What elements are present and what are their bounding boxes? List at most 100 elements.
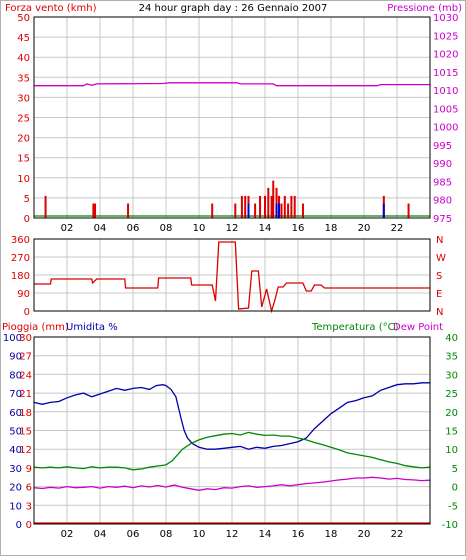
pressure-y-tick-label: 1005 xyxy=(433,104,458,115)
wind-bar xyxy=(259,195,262,218)
wind-axis-title: Forza vento (kmh) xyxy=(5,3,97,14)
wind-bar xyxy=(244,195,247,218)
wind-bar xyxy=(290,195,293,218)
temperature-y-tick-label: 40 xyxy=(445,333,458,344)
humidity-y-tick-label: 60 xyxy=(9,408,22,419)
pressure-y-tick-label: 1020 xyxy=(433,50,458,61)
rain-y-tick-label: 30 xyxy=(19,333,32,344)
humidity-line xyxy=(33,382,430,450)
climate-panel-frame xyxy=(33,336,431,525)
pressure-y-tick-label: 1025 xyxy=(433,31,458,42)
wind-bar xyxy=(275,187,278,218)
wind-bar xyxy=(287,203,290,218)
pressure-axis-title: Pressione (mb) xyxy=(387,3,462,14)
pressure-y-tick-label: 995 xyxy=(433,141,452,152)
pressure-y-tick-label: 1000 xyxy=(433,123,458,134)
direction-y-tick-label: 360 xyxy=(11,235,30,246)
wind-panel-frame xyxy=(33,16,431,219)
rain-axis-title: Pioggia (mm) xyxy=(2,322,69,333)
climate-panel-x-tick-label: 20 xyxy=(358,529,371,540)
direction-y-tick-label: 270 xyxy=(11,253,30,264)
direction-compass-label: S xyxy=(436,271,442,282)
humidity-y-tick-label: 30 xyxy=(9,464,22,475)
climate-panel-x-tick-label: 16 xyxy=(292,529,305,540)
temperature-y-tick-label: -10 xyxy=(442,520,458,531)
rain-y-tick-label: 12 xyxy=(19,445,32,456)
wind-panel-x-tick-label: 18 xyxy=(325,223,338,234)
temperature-axis-title: Temperatura (°C) xyxy=(311,322,399,333)
climate-panel-x-tick-label: 06 xyxy=(127,529,140,540)
wind-panel-x-tick-label: 06 xyxy=(127,223,140,234)
gust-bar xyxy=(278,203,281,218)
temperature-y-tick-label: 5 xyxy=(452,464,458,475)
wind-bar xyxy=(211,203,214,218)
wind-bar xyxy=(254,203,257,218)
rain-y-tick-label: 15 xyxy=(19,427,32,438)
wind-y-tick-label: 15 xyxy=(17,154,30,165)
climate-panel-x-tick-label: 02 xyxy=(61,529,74,540)
humidity-y-tick-label: 10 xyxy=(9,501,22,512)
wind-bar xyxy=(293,195,296,218)
temperature-line xyxy=(33,431,431,471)
pressure-line xyxy=(34,82,430,87)
rain-y-tick-label: 27 xyxy=(19,352,32,363)
temperature-y-tick-label: 10 xyxy=(445,445,458,456)
gust-bar xyxy=(382,203,385,218)
chart-title: 24 hour graph day : 26 Gennaio 2007 xyxy=(139,3,328,14)
wind-y-tick-label: 10 xyxy=(17,174,30,185)
wind-bar xyxy=(407,203,410,218)
climate-panel-x-tick-label: 08 xyxy=(160,529,173,540)
dewpoint-line xyxy=(33,476,431,491)
wind-bar xyxy=(127,203,130,218)
direction-compass-label: N xyxy=(436,307,443,318)
temperature-y-tick-label: 30 xyxy=(445,370,458,381)
wind-bar xyxy=(270,195,273,218)
wind-panel-x-tick-label: 10 xyxy=(193,223,206,234)
humidity-y-tick-label: 80 xyxy=(9,370,22,381)
temperature-y-tick-label: 25 xyxy=(445,389,458,400)
pressure-y-tick-label: 985 xyxy=(433,177,452,188)
temperature-y-tick-label: 35 xyxy=(445,352,458,363)
direction-y-tick-label: 90 xyxy=(17,289,30,300)
wind-bar xyxy=(267,187,270,218)
wind-panel-x-tick-label: 12 xyxy=(226,223,239,234)
rain-y-tick-label: 21 xyxy=(19,389,32,400)
climate-panel-x-tick-label: 14 xyxy=(259,529,272,540)
gust-bar xyxy=(247,203,250,218)
wind-bar xyxy=(301,203,304,218)
humidity-axis-title: Umidita % xyxy=(66,322,118,333)
wind-y-tick-label: 30 xyxy=(17,93,30,104)
wind-y-tick-label: 20 xyxy=(17,134,30,145)
rain-y-tick-label: 0 xyxy=(26,520,32,531)
wind-panel-x-tick-label: 16 xyxy=(292,223,305,234)
direction-panel-frame xyxy=(33,238,431,312)
wind-y-tick-label: 25 xyxy=(17,114,30,125)
climate-panel-x-tick-label: 18 xyxy=(325,529,338,540)
gust-bar xyxy=(275,203,278,218)
direction-compass-label: N xyxy=(436,235,443,246)
temperature-y-tick-label: 15 xyxy=(445,427,458,438)
climate-panel-x-tick-label: 12 xyxy=(226,529,239,540)
wind-panel-x-tick-label: 08 xyxy=(160,223,173,234)
wind-bar xyxy=(283,195,286,218)
pressure-y-tick-label: 1010 xyxy=(433,86,458,97)
humidity-y-tick-label: 100 xyxy=(3,333,22,344)
direction-y-tick-label: 180 xyxy=(11,271,30,282)
wind-bar xyxy=(44,195,47,218)
humidity-y-tick-label: 90 xyxy=(9,352,22,363)
rain-y-tick-label: 6 xyxy=(26,483,32,494)
humidity-y-tick-label: 70 xyxy=(9,389,22,400)
wind-panel-x-tick-label: 02 xyxy=(61,223,74,234)
chart-panels: 02 04 06 08 10 12 14 16 18 20 22051015202530354045… xyxy=(3,13,459,540)
direction-y-tick-label: 0 xyxy=(24,307,30,318)
temperature-y-tick-label: 20 xyxy=(445,408,458,419)
climate-panel-x-tick-label: 10 xyxy=(193,529,206,540)
humidity-y-tick-label: 0 xyxy=(16,520,22,531)
wind-direction-line xyxy=(34,241,430,314)
humidity-y-tick-label: 20 xyxy=(9,483,22,494)
rain-y-tick-label: 24 xyxy=(19,370,32,381)
wind-y-tick-label: 50 xyxy=(17,13,30,24)
pressure-y-tick-label: 990 xyxy=(433,159,452,170)
direction-compass-label: W xyxy=(436,253,446,264)
